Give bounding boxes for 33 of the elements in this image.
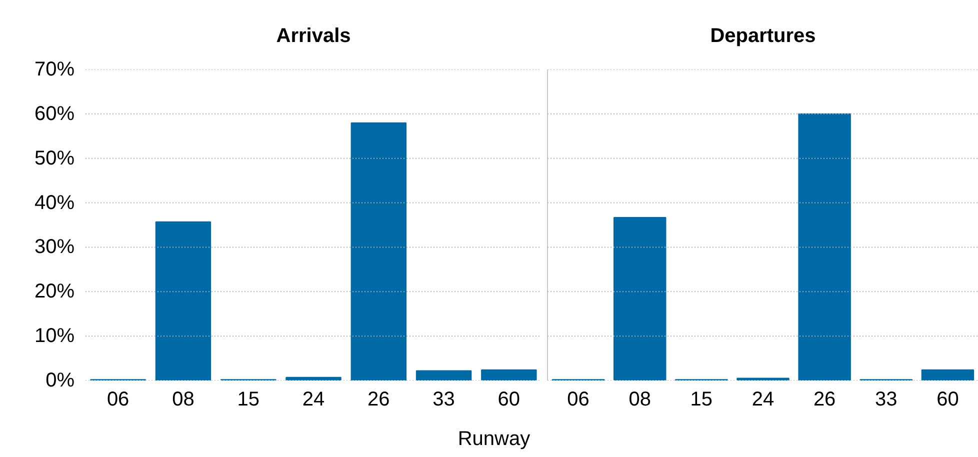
x-tick-label: 33 <box>432 388 455 410</box>
x-tick-label: 24 <box>302 388 325 410</box>
bar <box>416 370 472 380</box>
y-tick-label: 40% <box>34 192 75 214</box>
x-tick-label: 24 <box>752 388 774 410</box>
y-tick-label: 20% <box>34 280 75 303</box>
y-tick-label: 70% <box>34 58 75 80</box>
y-tick-label: 0% <box>46 370 75 392</box>
x-axis-title: Runway <box>458 427 530 452</box>
bar <box>481 369 537 380</box>
y-tick-label: 30% <box>34 236 75 258</box>
y-tick-label: 10% <box>34 325 75 348</box>
x-tick-label: 15 <box>690 388 713 410</box>
bar <box>613 216 666 380</box>
x-tick-label: 60 <box>936 388 959 410</box>
x-tick-label: 26 <box>813 388 836 410</box>
chart-title: Arrivals <box>276 25 351 47</box>
bar <box>155 221 212 380</box>
y-tick-label: 50% <box>34 147 75 170</box>
bar <box>286 376 342 380</box>
chart-title: Departures <box>710 25 816 47</box>
x-tick-label: 06 <box>567 388 590 410</box>
bar <box>350 122 407 380</box>
bar <box>921 369 974 380</box>
y-tick-label: 60% <box>34 102 75 125</box>
x-tick-label: 08 <box>628 388 651 410</box>
x-tick-label: 08 <box>172 388 194 410</box>
bar <box>798 113 851 380</box>
x-tick-label: 26 <box>368 388 390 410</box>
x-tick-label: 06 <box>106 388 130 410</box>
x-tick-label: 15 <box>237 388 260 410</box>
x-tick-label: 60 <box>498 388 520 410</box>
x-tick-label: 33 <box>875 388 898 410</box>
